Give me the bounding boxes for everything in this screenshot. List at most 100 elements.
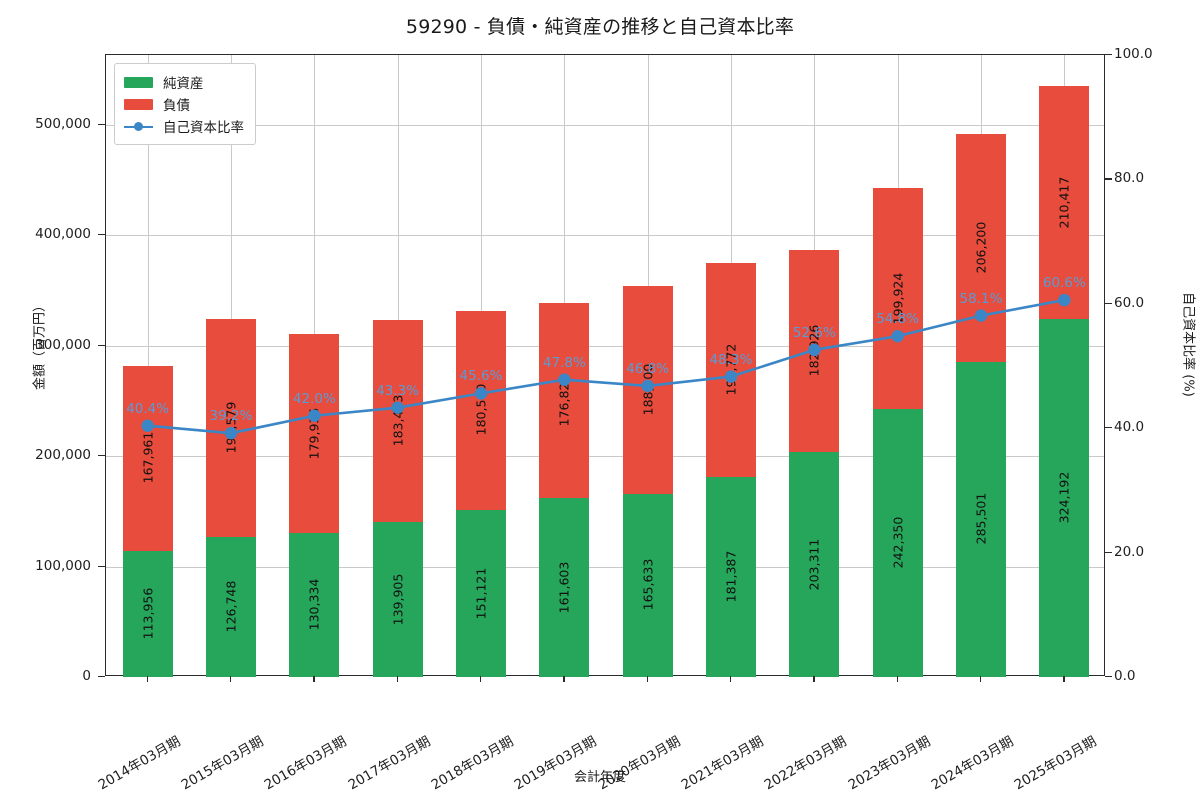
y-axis-left-tick-mark — [98, 455, 105, 457]
gridline — [106, 124, 1104, 126]
y-axis-right-tick-label: 40.0 — [1114, 419, 1145, 436]
x-axis-tick-mark — [730, 676, 732, 682]
bar-segment-equity[interactable]: 203,311 — [789, 452, 840, 677]
ratio-value-label: 48.3% — [709, 351, 753, 368]
ratio-value-label: 42.0% — [292, 390, 336, 407]
ratio-data-point[interactable] — [141, 419, 154, 432]
bar-segment-liability[interactable]: 183,443 — [372, 319, 423, 523]
bar-segment-equity[interactable]: 126,748 — [206, 536, 256, 677]
y-axis-left-tick-mark — [98, 123, 105, 125]
x-axis-tick-mark — [146, 676, 148, 682]
bar-segment-liability[interactable]: 210,417 — [1039, 86, 1090, 319]
x-axis-tick-mark — [396, 676, 398, 682]
legend-swatch-liability — [124, 98, 153, 110]
legend-item-liability[interactable]: 負債 — [124, 93, 244, 115]
ratio-data-point[interactable] — [474, 387, 488, 400]
ratio-value-label: 40.4% — [126, 400, 170, 417]
ratio-value-label: 39.2% — [209, 408, 253, 425]
y-axis-right-tick-mark — [1105, 302, 1112, 304]
y-axis-right-tick-mark — [1105, 551, 1112, 553]
bar-segment-equity[interactable]: 324,192 — [1039, 318, 1090, 677]
y-axis-right-tick-label: 60.0 — [1114, 294, 1145, 311]
legend-label-equity: 純資産 — [163, 76, 204, 92]
bar-segment-equity[interactable]: 139,905 — [372, 522, 423, 677]
bar-segment-equity[interactable]: 130,334 — [289, 533, 340, 677]
bar-segment-liability[interactable]: 199,924 — [872, 188, 923, 410]
bar-segment-liability[interactable]: 167,961 — [122, 365, 173, 552]
y-axis-right-tick-mark — [1105, 427, 1112, 429]
y-axis-right-tick-mark — [1105, 54, 1112, 56]
legend-item-equity-ratio[interactable]: 自己資本比率 — [124, 115, 244, 137]
bar-segment-liability[interactable]: 180,560 — [456, 310, 506, 511]
x-axis-tick-mark — [646, 676, 648, 682]
bar-segment-equity[interactable]: 242,350 — [872, 409, 923, 677]
x-axis-tick-mark — [313, 676, 315, 682]
bar-segment-equity[interactable]: 151,121 — [456, 510, 506, 677]
ratio-data-point[interactable] — [641, 379, 654, 393]
y-axis-left-tick-mark — [98, 565, 105, 567]
bar-segment-liability[interactable]: 206,200 — [956, 133, 1006, 362]
ratio-value-label: 58.1% — [959, 290, 1003, 307]
y-axis-left-tick-mark — [98, 344, 105, 346]
y-axis-left-tick-label: 100,000 — [35, 557, 91, 574]
x-axis-tick-mark — [1063, 676, 1065, 682]
y-axis-right-tick-mark — [1105, 676, 1112, 678]
ratio-value-label: 43.3% — [376, 382, 420, 399]
gridline — [106, 235, 1104, 237]
bar-segment-liability[interactable]: 193,772 — [706, 262, 756, 477]
ratio-data-point[interactable] — [391, 401, 404, 414]
page-title: 59290 - 負債・純資産の推移と自己資本比率 — [405, 16, 795, 38]
ratio-data-point[interactable] — [224, 426, 238, 440]
ratio-value-label: 45.6% — [459, 368, 503, 385]
legend-item-equity[interactable]: 純資産 — [124, 71, 244, 93]
ratio-value-label: 60.6% — [1042, 275, 1086, 292]
y-axis-left-label: 金額（百万円） — [32, 299, 48, 391]
ratio-line-series — [141, 293, 1071, 440]
x-axis-label: 会計年度 — [573, 770, 626, 785]
legend-swatch-equity — [124, 76, 153, 88]
y-axis-left-tick-mark — [98, 234, 105, 236]
bar-segment-equity[interactable]: 285,501 — [956, 361, 1006, 677]
ratio-value-label: 54.8% — [876, 311, 920, 328]
y-axis-right-tick-label: 20.0 — [1114, 543, 1145, 560]
plot-area: 113,956167,961126,748197,579130,334179,9… — [105, 54, 1105, 677]
ratio-line-path — [147, 298, 1065, 435]
gridline — [106, 456, 1104, 458]
y-axis-left-tick-label: 500,000 — [35, 115, 91, 132]
bar-segment-equity[interactable]: 161,603 — [539, 498, 590, 677]
legend-swatch-equity-ratio — [124, 121, 153, 132]
ratio-data-point[interactable] — [808, 343, 821, 357]
bar-segment-equity[interactable]: 113,956 — [122, 551, 173, 677]
legend-label-liability: 負債 — [163, 98, 190, 114]
ratio-data-point[interactable] — [724, 370, 738, 383]
x-axis-tick-mark — [896, 676, 898, 682]
y-axis-right-tick-mark — [1105, 178, 1112, 180]
bar-segment-liability[interactable]: 176,820 — [539, 303, 590, 499]
y-axis-left-tick-label: 0 — [82, 668, 91, 684]
legend-label-equity-ratio: 自己資本比率 — [163, 120, 244, 136]
gridline — [106, 345, 1104, 347]
ratio-data-point[interactable] — [558, 373, 571, 386]
y-axis-right-tick-label: 0.0 — [1114, 668, 1136, 684]
y-axis-left-tick-label: 200,000 — [35, 447, 91, 464]
gridline-vertical — [147, 55, 149, 675]
bar-segment-equity[interactable]: 181,387 — [706, 476, 756, 677]
ratio-data-point[interactable] — [1058, 293, 1071, 307]
ratio-value-label: 46.8% — [626, 360, 670, 377]
x-axis-tick-mark — [813, 676, 815, 682]
legend-marker-glyph — [134, 122, 143, 131]
x-axis-tick-mark — [480, 676, 482, 682]
bar-segment-liability[interactable]: 179,935 — [289, 334, 340, 533]
ratio-value-label: 52.6% — [792, 324, 836, 341]
gridline — [106, 566, 1104, 568]
bar-segment-equity[interactable]: 165,633 — [622, 494, 673, 677]
x-axis-tick-mark — [230, 676, 232, 682]
y-axis-right-label: 自己資本比率 (%) — [1180, 292, 1196, 397]
ratio-data-point[interactable] — [974, 309, 988, 322]
ratio-data-point[interactable] — [891, 329, 904, 343]
x-axis-tick-mark — [563, 676, 565, 682]
chart-legend: 純資産 負債 自己資本比率 — [114, 63, 256, 145]
ratio-value-label: 47.8% — [542, 354, 586, 371]
ratio-data-point[interactable] — [308, 409, 321, 422]
